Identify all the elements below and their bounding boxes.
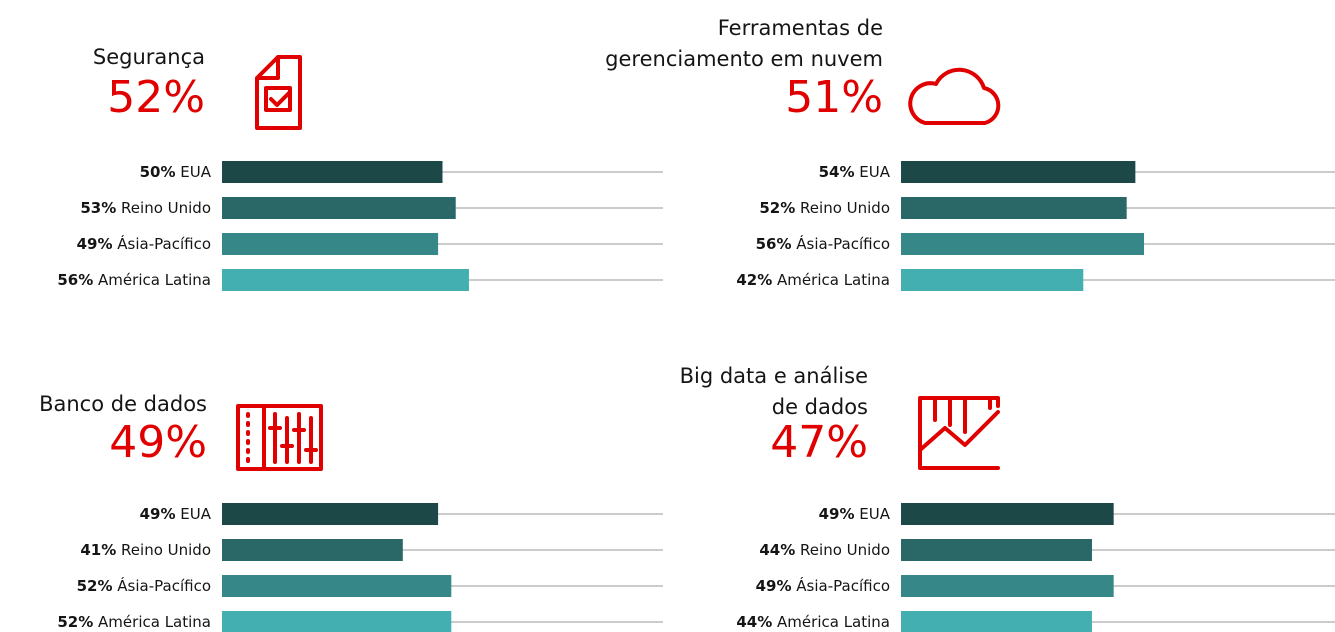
row-label: 49% Ásia-Pacífico (756, 576, 890, 595)
row-label: 49% EUA (140, 505, 212, 523)
row-label: 44% América Latina (736, 613, 890, 631)
chart-title: Ferramentas de (718, 16, 883, 40)
row-label: 49% Ásia-Pacífico (77, 234, 211, 253)
bar (901, 269, 1084, 291)
value-label: 50% (140, 163, 176, 181)
category-label: América Latina (777, 271, 890, 289)
bar (222, 197, 456, 219)
bar (901, 503, 1114, 525)
bar (222, 161, 443, 183)
bar (222, 233, 439, 255)
row-label: 44% Reino Unido (759, 541, 890, 559)
chart-title: Big data e análise (680, 364, 868, 388)
chart-title: Segurança (93, 45, 205, 69)
row-label: 52% Reino Unido (759, 199, 890, 217)
value-label: 56% (756, 235, 792, 253)
bar (901, 539, 1092, 561)
value-label: 54% (819, 163, 855, 181)
category-label: Ásia-Pacífico (796, 234, 890, 253)
bar (901, 197, 1127, 219)
bar (222, 575, 452, 597)
row-label: 53% Reino Unido (80, 199, 211, 217)
headline: 47% (770, 417, 868, 468)
bar (222, 539, 403, 561)
bar (222, 503, 439, 525)
document-icon (255, 55, 302, 130)
row-label: 52% Ásia-Pacífico (77, 576, 211, 595)
bar (222, 269, 469, 291)
row-label: 42% América Latina (736, 271, 890, 289)
row-label: 50% EUA (140, 163, 212, 181)
category-label: Ásia-Pacífico (117, 576, 211, 595)
row-label: 52% América Latina (57, 613, 211, 631)
value-label: 49% (819, 505, 855, 523)
value-label: 41% (80, 541, 116, 559)
category-label: Reino Unido (121, 199, 211, 217)
chart-title: de dados (772, 395, 868, 419)
headline: 51% (785, 72, 883, 123)
bar (901, 161, 1136, 183)
value-label: 49% (77, 235, 113, 253)
value-label: 49% (140, 505, 176, 523)
category-label: Reino Unido (121, 541, 211, 559)
value-label: 44% (759, 541, 795, 559)
category-label: América Latina (98, 613, 211, 631)
row-label: 41% Reino Unido (80, 541, 211, 559)
bar (222, 611, 452, 632)
row-label: 56% América Latina (57, 271, 211, 289)
value-label: 42% (736, 271, 772, 289)
category-label: América Latina (98, 271, 211, 289)
value-label: 56% (57, 271, 93, 289)
category-label: Reino Unido (800, 541, 890, 559)
bar (901, 233, 1145, 255)
headline: 49% (109, 417, 207, 468)
row-label: 54% EUA (819, 163, 891, 181)
row-label: 56% Ásia-Pacífico (756, 234, 890, 253)
category-label: Reino Unido (800, 199, 890, 217)
category-label: EUA (180, 505, 211, 523)
chart-title: Banco de dados (39, 392, 207, 416)
category-label: EUA (859, 163, 890, 181)
analytics-icon (918, 396, 1000, 470)
headline: 52% (107, 72, 205, 123)
bar (901, 575, 1114, 597)
value-label: 44% (736, 613, 772, 631)
category-label: Ásia-Pacífico (796, 576, 890, 595)
value-label: 49% (756, 577, 792, 595)
chart-title: gerenciamento em nuvem (605, 47, 883, 71)
value-label: 52% (57, 613, 93, 631)
category-label: Ásia-Pacífico (117, 234, 211, 253)
value-label: 52% (759, 199, 795, 217)
database-icon (236, 404, 323, 471)
value-label: 52% (77, 577, 113, 595)
cloud-icon (908, 67, 1001, 125)
category-label: EUA (859, 505, 890, 523)
bar (901, 611, 1092, 632)
category-label: EUA (180, 163, 211, 181)
category-label: América Latina (777, 613, 890, 631)
row-label: 49% EUA (819, 505, 891, 523)
value-label: 53% (80, 199, 116, 217)
